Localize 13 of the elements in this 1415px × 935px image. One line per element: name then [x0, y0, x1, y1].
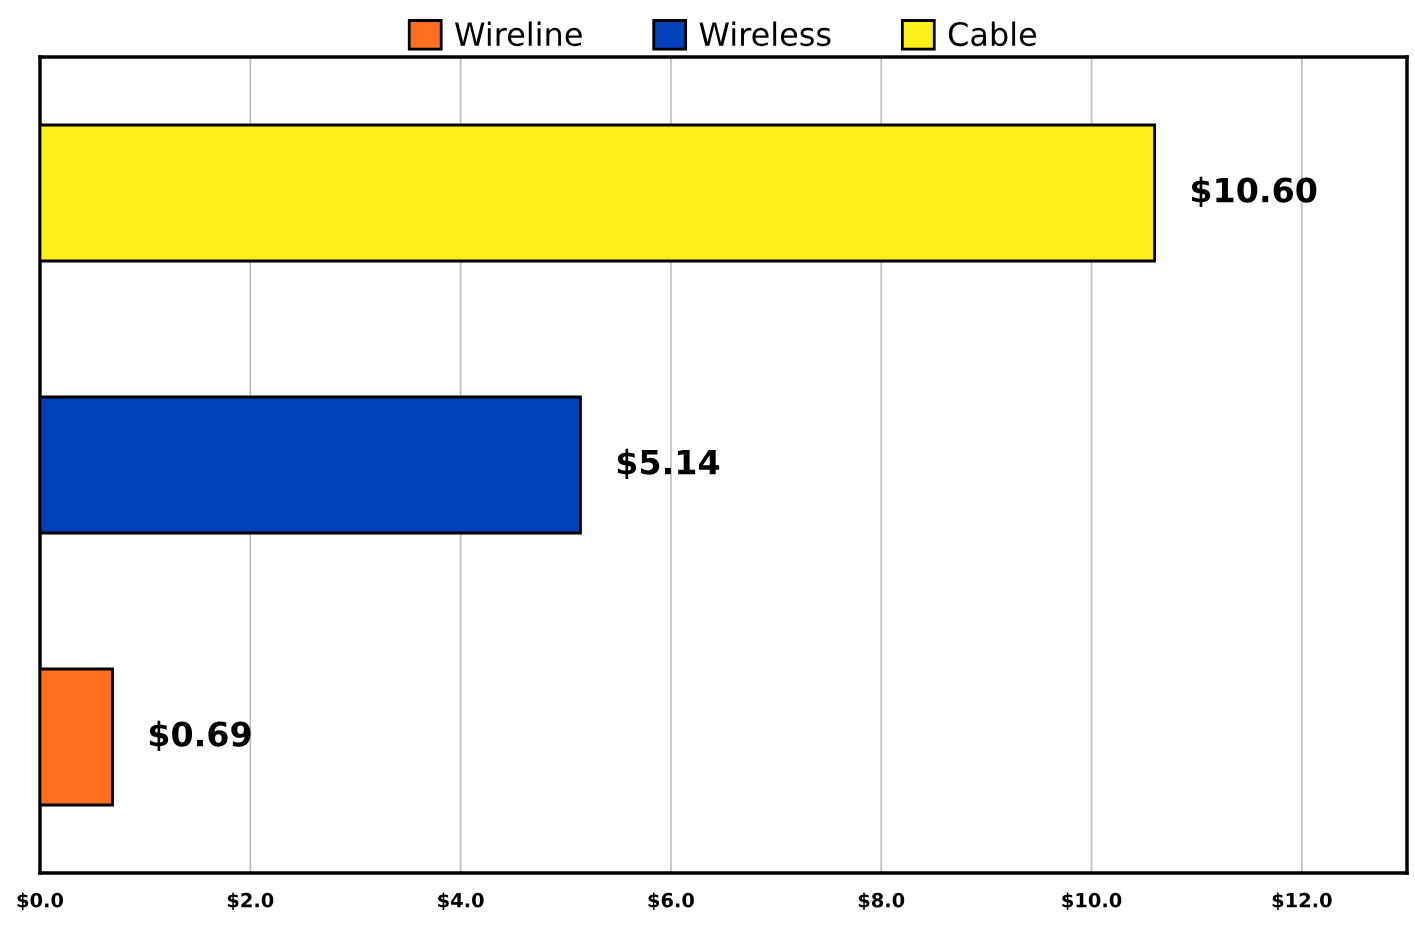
x-tick-label: $2.0 — [227, 892, 274, 911]
x-tick-label: $10.0 — [1062, 892, 1122, 911]
x-tick-label: $8.0 — [858, 892, 905, 911]
data-label: $10.60 — [1191, 176, 1317, 208]
data-label: $5.14 — [617, 448, 720, 480]
data-label: $0.69 — [149, 720, 251, 752]
x-tick-label: $0.0 — [17, 892, 64, 911]
legend-label: Wireline — [455, 21, 582, 47]
x-tick-label: $12.0 — [1272, 892, 1332, 911]
legend-label: Cable — [948, 21, 1037, 47]
x-tick-label: $4.0 — [438, 892, 484, 911]
x-tick-label: $6.0 — [648, 892, 694, 911]
legend-label: Wireless — [699, 21, 831, 47]
